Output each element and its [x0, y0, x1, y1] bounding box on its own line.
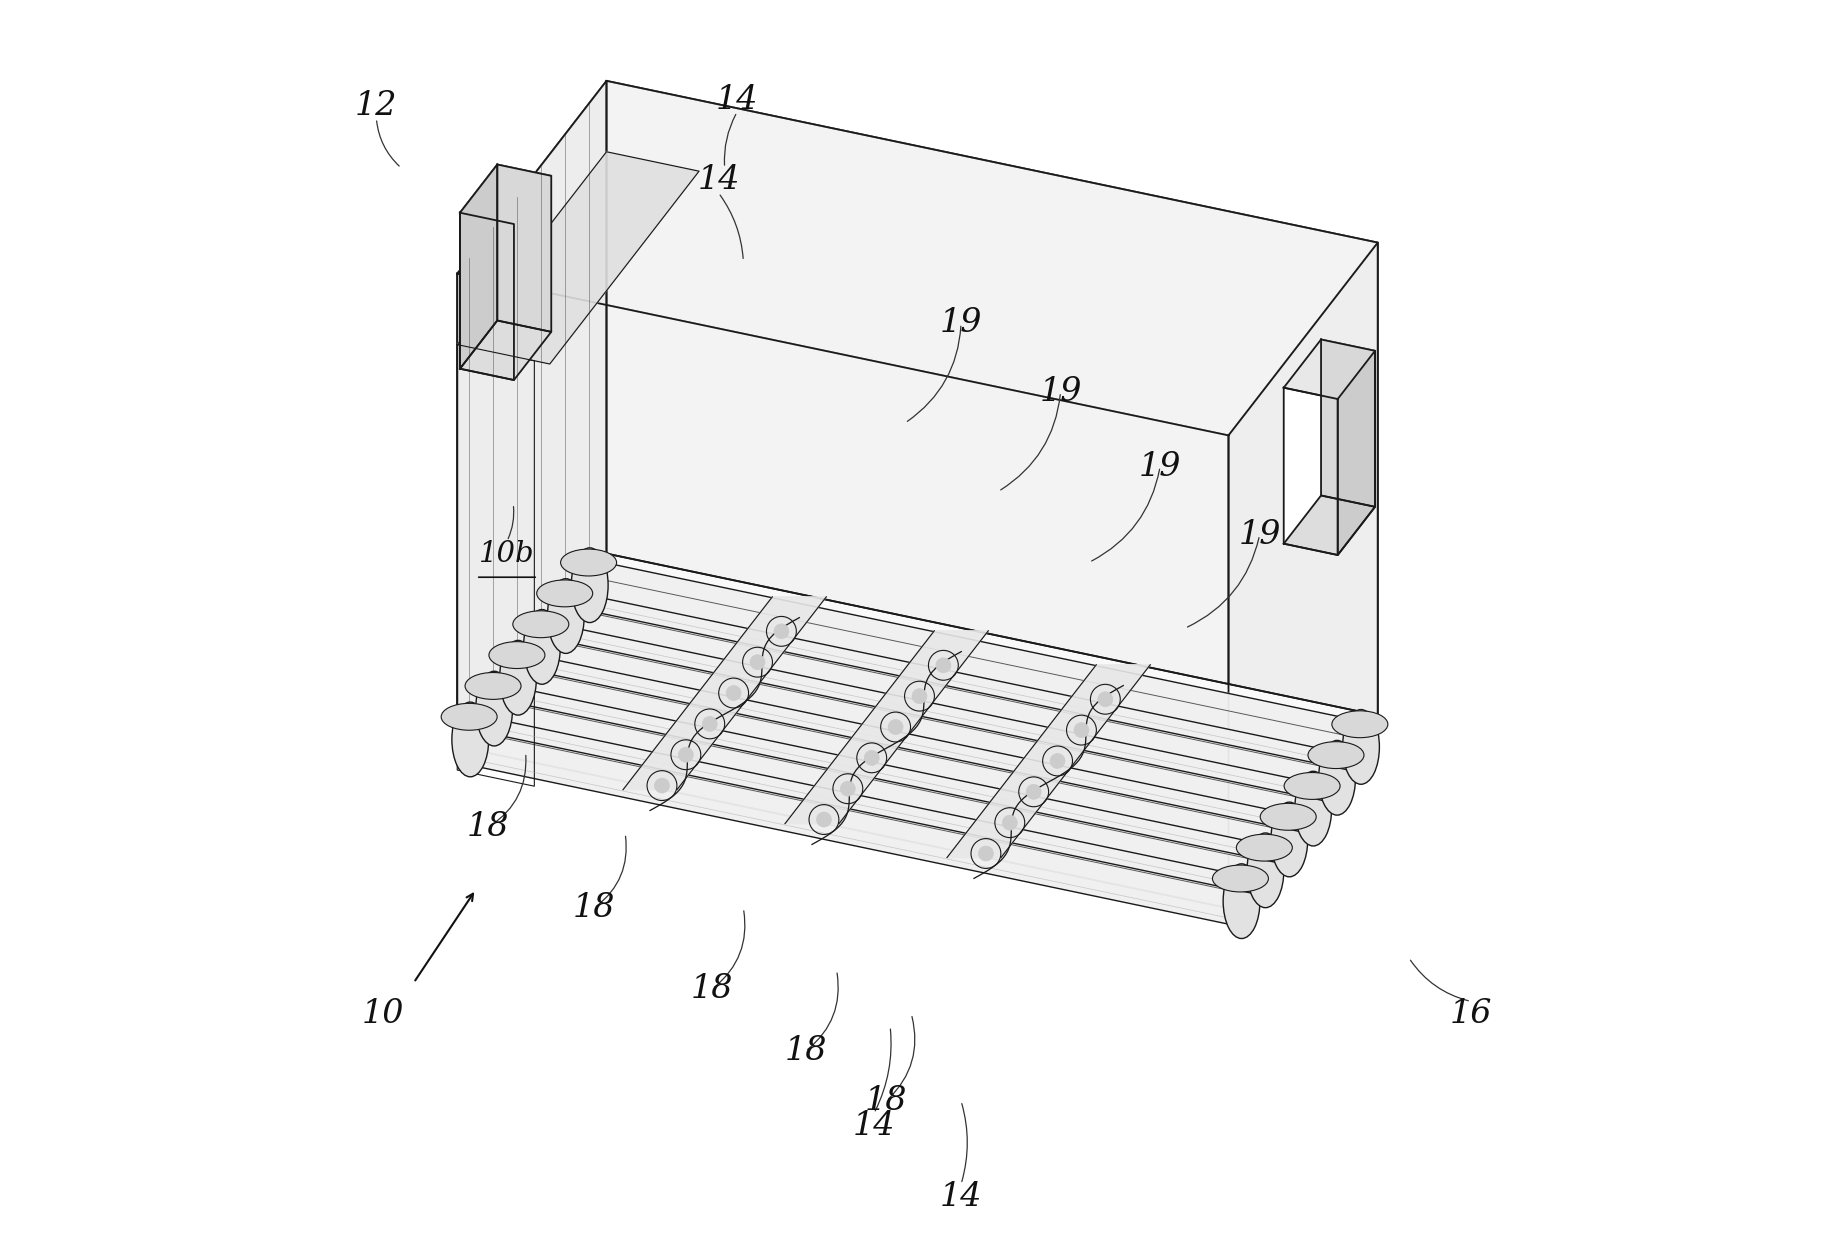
Ellipse shape — [475, 672, 512, 746]
Circle shape — [888, 719, 903, 734]
Text: 18: 18 — [468, 811, 510, 843]
Ellipse shape — [451, 702, 488, 776]
Ellipse shape — [1296, 771, 1332, 846]
Ellipse shape — [1272, 802, 1308, 877]
Ellipse shape — [440, 703, 497, 730]
Ellipse shape — [1224, 863, 1261, 938]
Circle shape — [1050, 754, 1064, 769]
Ellipse shape — [488, 642, 545, 668]
Polygon shape — [461, 164, 497, 368]
Ellipse shape — [1343, 709, 1380, 784]
Circle shape — [912, 689, 927, 704]
Polygon shape — [585, 561, 1365, 771]
Text: 10b: 10b — [479, 540, 534, 567]
Polygon shape — [538, 622, 1318, 833]
Polygon shape — [1228, 243, 1378, 908]
Text: 14: 14 — [716, 83, 758, 116]
Circle shape — [751, 654, 765, 669]
Circle shape — [1026, 784, 1040, 799]
Text: 19: 19 — [940, 307, 982, 340]
Text: 10: 10 — [361, 998, 404, 1030]
Circle shape — [864, 750, 879, 765]
Polygon shape — [1284, 495, 1374, 555]
Polygon shape — [461, 164, 550, 224]
Text: 14: 14 — [853, 1110, 895, 1142]
Text: 19: 19 — [1239, 519, 1281, 551]
Polygon shape — [514, 653, 1294, 865]
Polygon shape — [785, 631, 989, 824]
Polygon shape — [607, 81, 1378, 715]
Circle shape — [817, 812, 831, 827]
Ellipse shape — [464, 673, 521, 699]
Text: 18: 18 — [784, 1035, 828, 1067]
Ellipse shape — [547, 578, 584, 653]
Polygon shape — [461, 213, 514, 381]
Polygon shape — [457, 81, 607, 746]
Circle shape — [936, 658, 951, 673]
Ellipse shape — [1213, 865, 1268, 892]
Text: 19: 19 — [1039, 376, 1083, 408]
Polygon shape — [490, 684, 1270, 894]
Ellipse shape — [1248, 833, 1284, 908]
Polygon shape — [1338, 351, 1374, 555]
Text: 18: 18 — [692, 973, 734, 1005]
Polygon shape — [624, 597, 826, 790]
Text: 14: 14 — [940, 1181, 982, 1213]
Ellipse shape — [1261, 804, 1316, 830]
Ellipse shape — [1319, 740, 1356, 815]
Polygon shape — [947, 664, 1151, 857]
Ellipse shape — [512, 611, 569, 638]
Text: 12: 12 — [356, 90, 398, 122]
Polygon shape — [497, 164, 550, 332]
Circle shape — [703, 717, 717, 731]
Text: 18: 18 — [573, 892, 615, 924]
Ellipse shape — [499, 641, 536, 715]
Polygon shape — [457, 274, 1228, 908]
Circle shape — [978, 846, 993, 861]
Ellipse shape — [562, 549, 617, 576]
Circle shape — [655, 779, 670, 794]
Polygon shape — [1284, 388, 1338, 555]
Polygon shape — [457, 554, 1378, 908]
Circle shape — [840, 781, 855, 796]
Text: 19: 19 — [1140, 450, 1182, 483]
Circle shape — [1073, 723, 1088, 738]
Ellipse shape — [1332, 710, 1387, 738]
Circle shape — [679, 748, 694, 763]
Text: 18: 18 — [864, 1085, 908, 1117]
Text: 16: 16 — [1450, 998, 1492, 1030]
Polygon shape — [466, 715, 1246, 926]
Circle shape — [1097, 692, 1112, 707]
Polygon shape — [461, 321, 550, 381]
Circle shape — [774, 624, 789, 639]
Polygon shape — [562, 591, 1341, 802]
Polygon shape — [457, 152, 699, 364]
Circle shape — [727, 685, 741, 700]
Ellipse shape — [1284, 773, 1340, 800]
Ellipse shape — [1237, 835, 1292, 861]
Polygon shape — [457, 81, 1378, 435]
Polygon shape — [1284, 340, 1374, 399]
Ellipse shape — [1308, 741, 1363, 769]
Circle shape — [1002, 815, 1017, 830]
Polygon shape — [1321, 340, 1374, 506]
Text: 14: 14 — [697, 164, 740, 197]
Ellipse shape — [571, 547, 607, 622]
Ellipse shape — [536, 580, 593, 607]
Ellipse shape — [523, 610, 560, 684]
